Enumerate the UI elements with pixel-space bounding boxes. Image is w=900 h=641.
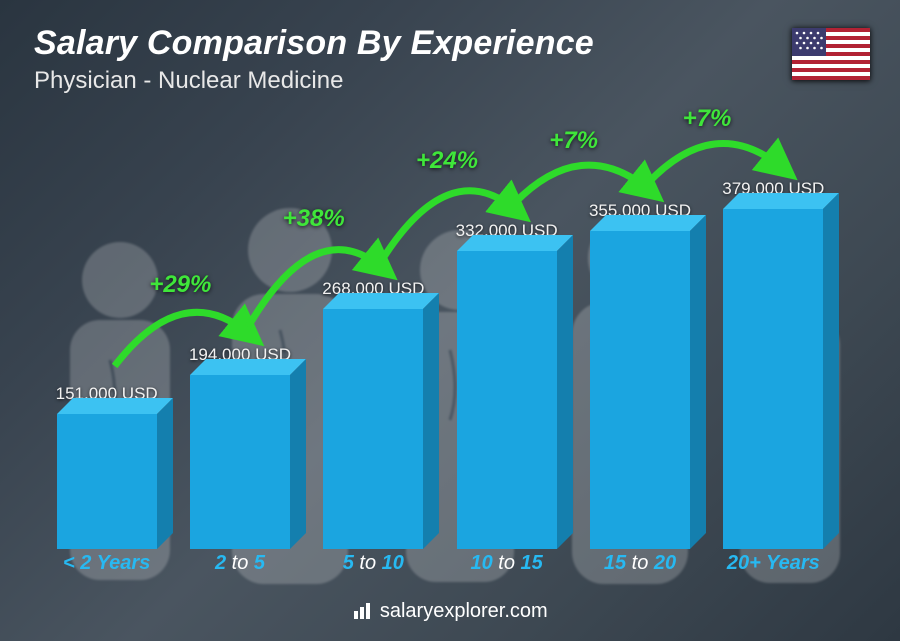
category-label: 20+ Years (707, 552, 840, 575)
salary-bar-chart: 151,000 USD 194,000 USD 268,000 USD 332,… (40, 150, 840, 571)
footer-site: salaryexplorer.com (380, 600, 548, 622)
pct-change-label: +7% (683, 105, 732, 133)
bar (723, 209, 823, 549)
category-label: 2 to 5 (173, 552, 306, 575)
bar-column: 194,000 USD (173, 345, 306, 549)
page-title: Salary Comparison By Experience (34, 24, 594, 63)
bar (590, 231, 690, 549)
bar (457, 251, 557, 549)
pct-change-label: +24% (416, 147, 478, 175)
category-label: 15 to 20 (573, 552, 706, 575)
bar (190, 375, 290, 549)
footer: salaryexplorer.com (0, 599, 900, 623)
category-label: 5 to 10 (307, 552, 440, 575)
pct-change-label: +38% (283, 205, 345, 233)
pct-change-label: +7% (549, 127, 598, 155)
bar (57, 414, 157, 549)
bar-column: 151,000 USD (40, 384, 173, 549)
bar-column: 268,000 USD (307, 279, 440, 549)
flag-usa-icon (792, 28, 870, 80)
bar (323, 309, 423, 549)
bar-column: 332,000 USD (440, 221, 573, 549)
bar-column: 379,000 USD (707, 179, 840, 549)
page-subtitle: Physician - Nuclear Medicine (34, 67, 594, 95)
category-label: 10 to 15 (440, 552, 573, 575)
category-label: < 2 Years (40, 552, 173, 575)
logo-icon (352, 599, 374, 621)
bar-column: 355,000 USD (573, 201, 706, 549)
title-block: Salary Comparison By Experience Physicia… (34, 24, 594, 95)
pct-change-label: +29% (149, 271, 211, 299)
